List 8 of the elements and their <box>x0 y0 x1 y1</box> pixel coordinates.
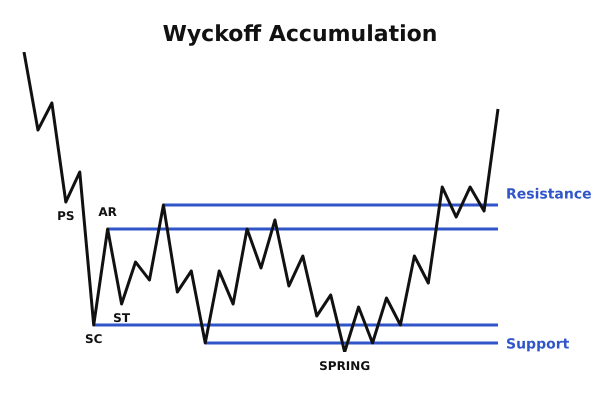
annotation: SPRING <box>319 359 370 374</box>
chart-title: Wyckoff Accumulation <box>162 22 438 47</box>
series-label: Support <box>506 336 570 353</box>
annotation: SC <box>84 332 103 346</box>
annotation: AR <box>98 205 117 220</box>
annotation: ST <box>113 311 131 326</box>
series-label: Resistance <box>506 186 592 203</box>
annotation: PS <box>57 209 75 224</box>
